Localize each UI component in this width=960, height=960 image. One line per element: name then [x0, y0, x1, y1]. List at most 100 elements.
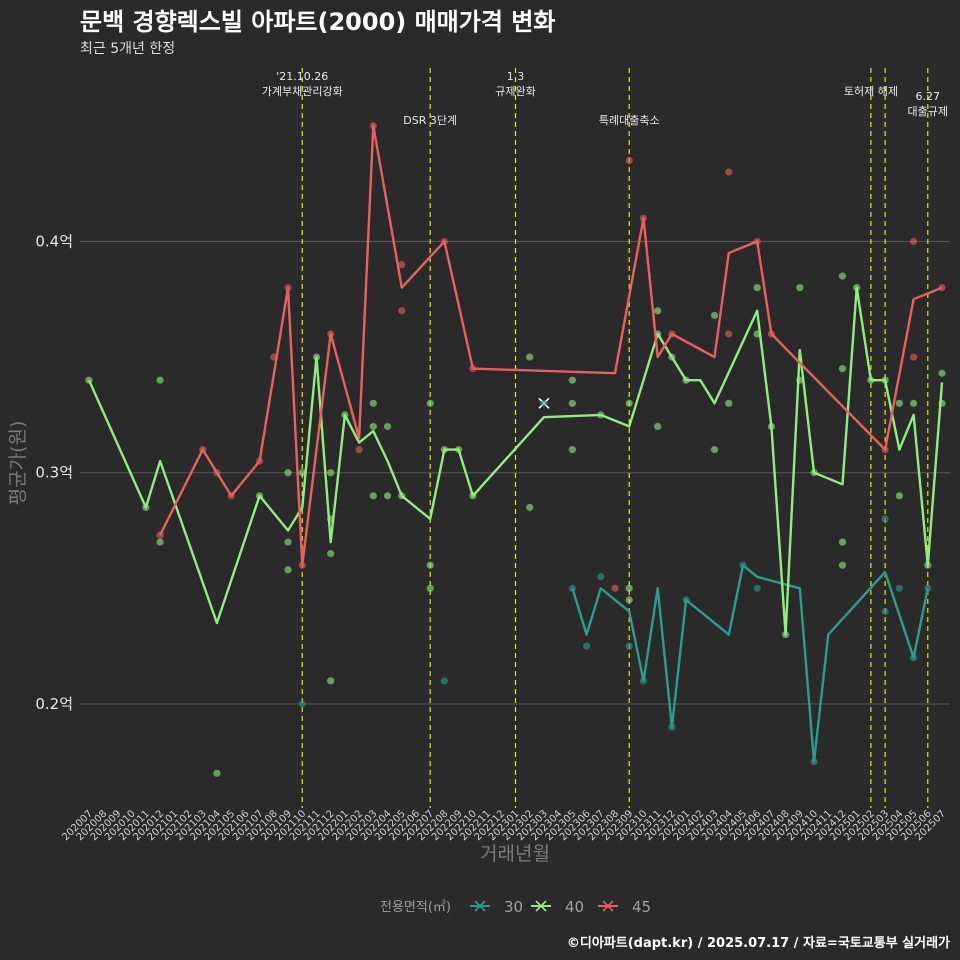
legend-label: 40 — [565, 898, 584, 916]
data-point — [582, 642, 591, 650]
data-point — [398, 307, 406, 315]
legend-swatch-cross — [474, 900, 486, 912]
data-point — [881, 515, 889, 523]
data-point — [654, 307, 662, 315]
chart-title: 문백 경향렉스빌 아파트(2000) 매매가격 변화 — [80, 8, 555, 36]
y-axis-title: 평균가(원) — [7, 421, 29, 506]
event-label: DSR 3단계 — [403, 114, 457, 127]
data-point — [369, 399, 377, 407]
event-label: 대출규제 — [908, 105, 948, 118]
event-label: '21.10.26 — [276, 70, 328, 83]
data-point — [895, 492, 903, 500]
legend-title: 전용면적(㎡) — [380, 900, 451, 915]
y-tick-label: 0.4억 — [35, 232, 73, 250]
data-point — [383, 492, 392, 500]
data-point — [284, 538, 292, 546]
y-axis: 0.2억 0.3억 0.4억 — [35, 232, 73, 713]
legend-item-40: 40 — [531, 898, 584, 916]
event-label: 토허제 해제 — [844, 84, 898, 98]
data-point — [909, 353, 918, 361]
data-point — [526, 353, 534, 361]
legend-swatch-cross — [535, 900, 547, 912]
data-point — [156, 376, 164, 384]
event-label: 특례대출축소 — [599, 114, 660, 127]
data-point — [838, 561, 847, 569]
data-point — [568, 376, 576, 384]
data-point — [426, 584, 434, 592]
data-point — [298, 700, 306, 708]
data-point — [710, 445, 719, 454]
data-point — [398, 260, 406, 269]
data-point — [881, 607, 889, 616]
chart-subtitle: 최근 5개년 한정 — [80, 41, 175, 57]
data-point — [710, 311, 719, 320]
data-point — [753, 584, 761, 592]
data-point — [625, 156, 633, 165]
y-tick-label: 0.3억 — [35, 464, 73, 482]
data-point — [725, 168, 733, 176]
data-point — [938, 369, 946, 377]
legend-item-30: 30 — [470, 898, 523, 916]
data-point — [895, 399, 903, 407]
data-point — [355, 445, 363, 454]
data-point — [327, 677, 335, 685]
data-point — [625, 642, 633, 650]
chart-caption: ©디아파트(dapt.kr) / 2025.07.17 / 자료=국토교통부 실… — [567, 935, 950, 951]
data-point — [753, 284, 761, 292]
data-point — [440, 677, 449, 685]
series-30 — [298, 515, 932, 766]
series-line — [87, 286, 944, 636]
legend: 전용면적(㎡) 30 40 45 — [380, 898, 651, 916]
data-point — [540, 399, 548, 407]
data-point — [526, 503, 534, 511]
series-line — [571, 564, 929, 763]
legend-swatch-cross — [602, 900, 614, 912]
data-point — [327, 550, 335, 558]
data-point — [298, 469, 306, 477]
y-tick-label: 0.2억 — [35, 695, 73, 713]
data-point — [284, 566, 292, 574]
x-axis: 2020072020082020092020102020112020122021… — [60, 808, 948, 843]
event-label: 6.27 — [916, 90, 941, 103]
data-point — [625, 584, 633, 592]
data-point — [654, 422, 662, 431]
series-45 — [156, 122, 946, 592]
data-point — [369, 492, 377, 500]
data-point — [796, 284, 804, 292]
data-point — [568, 445, 576, 454]
event-label: 규제완화 — [495, 85, 535, 98]
data-point — [838, 538, 847, 546]
data-point — [369, 422, 377, 431]
data-point — [725, 399, 733, 407]
data-point — [213, 769, 221, 777]
legend-item-45: 45 — [598, 898, 651, 916]
marker-x — [538, 397, 550, 409]
data-point — [838, 365, 847, 373]
data-point — [426, 561, 434, 569]
legend-label: 30 — [504, 898, 523, 916]
x-axis-title: 거래년월 — [480, 843, 550, 865]
data-point — [895, 584, 903, 592]
series-line — [159, 124, 943, 567]
data-point — [909, 237, 918, 246]
data-point — [568, 399, 576, 407]
data-point — [909, 399, 918, 407]
data-point — [156, 538, 164, 546]
event-label: 1.3 — [507, 70, 525, 83]
data-point — [611, 584, 619, 592]
data-point — [383, 422, 392, 431]
legend-label: 45 — [632, 898, 651, 916]
data-point — [838, 272, 847, 280]
series-40 — [85, 272, 946, 777]
series-layer — [85, 122, 946, 777]
data-point — [426, 399, 434, 407]
data-point — [327, 469, 335, 477]
data-point — [597, 573, 605, 581]
data-point — [284, 469, 292, 477]
data-point — [725, 330, 733, 338]
data-point — [625, 399, 633, 407]
event-label: 가계부채관리강화 — [262, 85, 343, 98]
